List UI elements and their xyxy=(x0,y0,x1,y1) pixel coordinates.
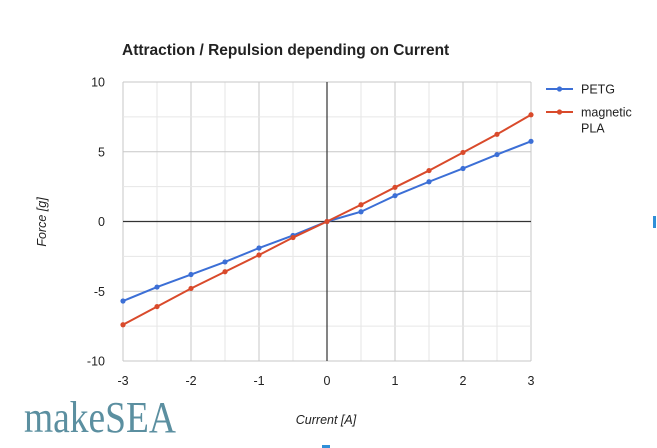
y-tick-label: 0 xyxy=(98,215,105,229)
data-point xyxy=(460,165,466,172)
data-point xyxy=(392,193,398,199)
data-point xyxy=(494,151,500,158)
legend-swatch-marker xyxy=(556,86,563,92)
legend-label-1: magnetic PLA xyxy=(581,106,632,136)
x-tick-label: 3 xyxy=(528,374,535,388)
y-tick-label: -5 xyxy=(94,285,105,299)
x-tick-label: 2 xyxy=(460,374,467,388)
data-point xyxy=(358,209,364,215)
y-axis-label: Force [g] xyxy=(35,197,49,247)
x-tick-label: -2 xyxy=(185,374,196,388)
y-tick-label: 5 xyxy=(98,145,105,159)
data-point xyxy=(426,179,432,185)
data-point xyxy=(358,202,364,208)
x-tick-label: -3 xyxy=(117,374,128,388)
x-tick-label: 1 xyxy=(392,374,399,388)
data-point xyxy=(426,167,432,174)
data-point xyxy=(120,298,126,304)
data-point xyxy=(256,252,262,258)
data-point xyxy=(154,284,160,290)
data-point xyxy=(256,245,262,251)
data-point xyxy=(222,269,228,275)
data-point xyxy=(120,322,126,328)
x-axis-label: Current [A] xyxy=(296,413,357,427)
legend: PETG magnetic PLA xyxy=(546,83,632,136)
edge-marker-right xyxy=(653,216,656,228)
legend-label-0: PETG xyxy=(581,83,615,97)
legend-swatch-marker xyxy=(556,109,563,115)
x-tick-label: -1 xyxy=(253,374,264,388)
makesea-logo: makeSEA xyxy=(24,393,176,442)
series-layer xyxy=(120,112,534,328)
x-tick-label: 0 xyxy=(324,374,331,388)
chart-title: Attraction / Repulsion depending on Curr… xyxy=(122,42,449,59)
data-point xyxy=(460,149,466,156)
data-point xyxy=(494,131,500,137)
edge-marker-bottom xyxy=(322,445,330,448)
y-tick-label: 10 xyxy=(91,76,105,90)
data-point xyxy=(392,184,398,190)
y-tick-label: -10 xyxy=(87,355,105,369)
data-point xyxy=(528,138,534,144)
data-point xyxy=(222,259,228,265)
data-point xyxy=(528,112,534,118)
data-point xyxy=(324,218,330,225)
data-point xyxy=(290,234,296,241)
data-point xyxy=(188,285,194,292)
data-point xyxy=(154,303,160,310)
data-point xyxy=(188,271,194,278)
